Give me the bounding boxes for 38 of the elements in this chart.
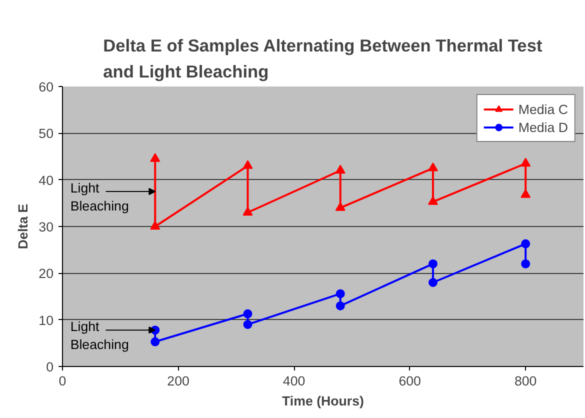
x-tick-label: 800	[514, 374, 537, 388]
point	[520, 189, 531, 198]
point	[150, 153, 160, 162]
point	[150, 337, 160, 346]
point	[243, 309, 252, 318]
point	[428, 162, 438, 172]
x-axis-title: Time (Hours)	[282, 394, 364, 408]
y-tick-label: 30	[38, 220, 54, 234]
point	[520, 158, 531, 167]
point	[150, 220, 160, 230]
point	[335, 202, 346, 211]
y-tick-label: 40	[38, 172, 54, 188]
annotation: Light Bleaching	[70, 319, 129, 352]
point	[243, 320, 252, 329]
annotation: Light Bleaching	[70, 180, 129, 214]
point	[242, 160, 253, 169]
y-tick-label: 10	[38, 312, 54, 328]
x-tick-label: 0	[58, 374, 66, 388]
point	[336, 301, 345, 310]
y-tick-label: 60	[38, 80, 54, 94]
point	[521, 259, 530, 268]
point	[335, 164, 346, 174]
x-tick-label: 200	[167, 374, 190, 388]
y-tick-label: 50	[38, 126, 54, 142]
chart-title: Delta E of Samples Alternating Between Thermal Test and Light Bleaching	[103, 36, 542, 82]
y-axis-title: Delta E	[16, 204, 31, 250]
legend-label: Media C	[518, 101, 568, 117]
y-tick-label: 0	[46, 360, 54, 374]
point	[428, 196, 438, 205]
legend-label: Media D	[518, 119, 568, 135]
y-tick-label: 20	[38, 266, 54, 282]
x-tick-label: 600	[398, 374, 421, 388]
point	[428, 278, 438, 287]
x-tick-label: 400	[282, 374, 306, 388]
point	[336, 289, 345, 298]
point	[428, 259, 438, 268]
point	[242, 206, 253, 216]
point	[521, 239, 530, 248]
